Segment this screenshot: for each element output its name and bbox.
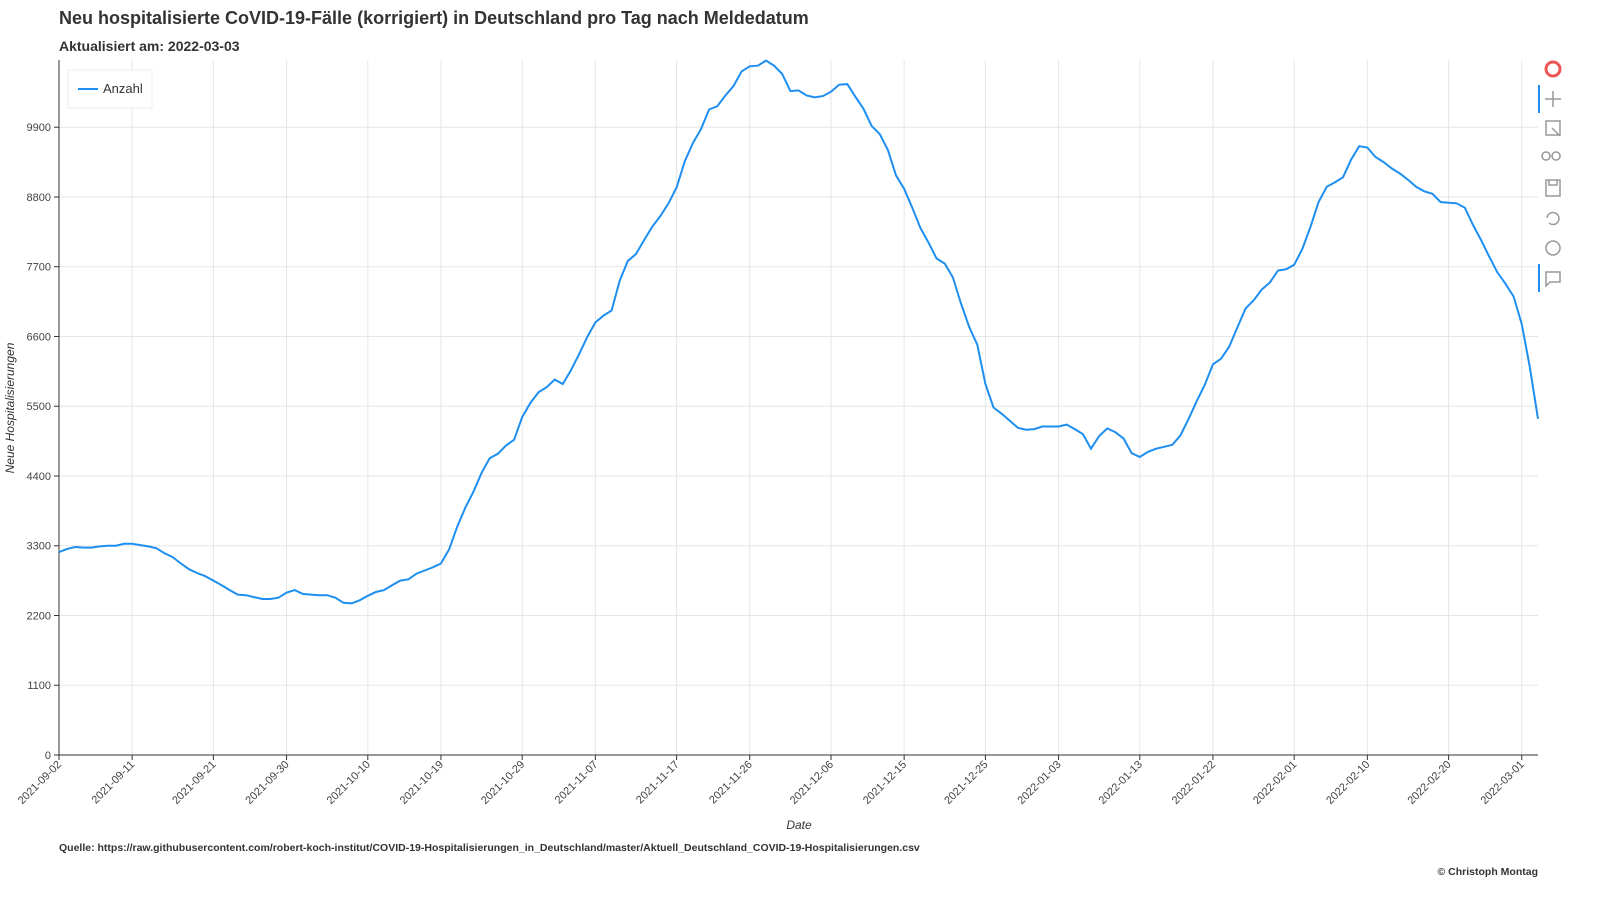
x-tick-label: 2021-09-02 <box>16 759 64 807</box>
reset-tool[interactable] <box>1546 211 1560 226</box>
wheel-zoom-tool[interactable] <box>1541 151 1561 161</box>
y-tick-label: 7700 <box>27 262 51 274</box>
x-tick-label: 2021-12-06 <box>788 759 836 807</box>
x-tick-label: 2022-01-22 <box>1170 759 1218 807</box>
x-tick-label: 2022-01-13 <box>1097 759 1145 807</box>
x-tick-label: 2021-09-11 <box>90 759 138 807</box>
x-tick-label: 2022-01-03 <box>1015 759 1063 807</box>
x-tick-label: 2021-10-10 <box>325 759 373 807</box>
y-tick-label: 1100 <box>27 680 51 692</box>
x-tick-label: 2021-09-30 <box>243 759 291 807</box>
x-tick-label: 2021-10-29 <box>479 759 527 807</box>
x-tick-label: 2022-02-01 <box>1251 759 1299 807</box>
data-line <box>58 59 1539 605</box>
x-tick-label: 2021-12-25 <box>942 759 990 807</box>
legend-label: Anzahl <box>103 81 143 96</box>
x-tick-label: 2022-03-01 <box>1479 759 1527 807</box>
y-tick-label: 5500 <box>27 401 51 413</box>
x-tick-label: 2021-11-07 <box>553 759 601 807</box>
x-tick-label: 2021-11-26 <box>707 759 755 807</box>
save-tool[interactable] <box>1545 179 1561 197</box>
y-tick-label: 4400 <box>27 471 51 483</box>
chart-subtitle: Aktualisiert am: 2022-03-03 <box>59 38 240 54</box>
y-tick-label: 9900 <box>27 122 51 134</box>
x-axis-label: Date <box>786 818 812 832</box>
source-note: Quelle: https://raw.githubusercontent.co… <box>59 842 920 854</box>
y-tick-label: 3300 <box>27 541 51 553</box>
bokeh-logo[interactable] <box>1544 60 1562 78</box>
help-tool[interactable] <box>1545 240 1561 256</box>
x-tick-label: 2022-02-10 <box>1324 759 1372 807</box>
toolbar <box>1538 60 1562 292</box>
x-tick-label: 2021-11-17 <box>634 759 682 807</box>
hover-tool[interactable] <box>1545 271 1561 288</box>
y-tick-label: 0 <box>45 750 51 762</box>
x-tick-label: 2021-12-15 <box>861 759 909 807</box>
y-tick-label: 8800 <box>27 192 51 204</box>
credit: © Christoph Montag <box>1438 866 1538 878</box>
x-tick-label: 2021-09-21 <box>170 759 218 807</box>
y-tick-label: 6600 <box>27 331 51 343</box>
x-tick-label: 2021-10-19 <box>398 759 446 807</box>
legend: Anzahl <box>67 69 153 109</box>
pan-tool[interactable] <box>1545 91 1561 107</box>
y-axis-label: Neue Hospitalisierungen <box>3 342 17 473</box>
box-zoom-tool[interactable] <box>1545 120 1561 137</box>
x-tick-label: 2022-02-20 <box>1405 759 1453 807</box>
chart-title: Neu hospitalisierte CoVID-19-Fälle (korr… <box>59 8 809 28</box>
y-tick-label: 2200 <box>27 610 51 622</box>
